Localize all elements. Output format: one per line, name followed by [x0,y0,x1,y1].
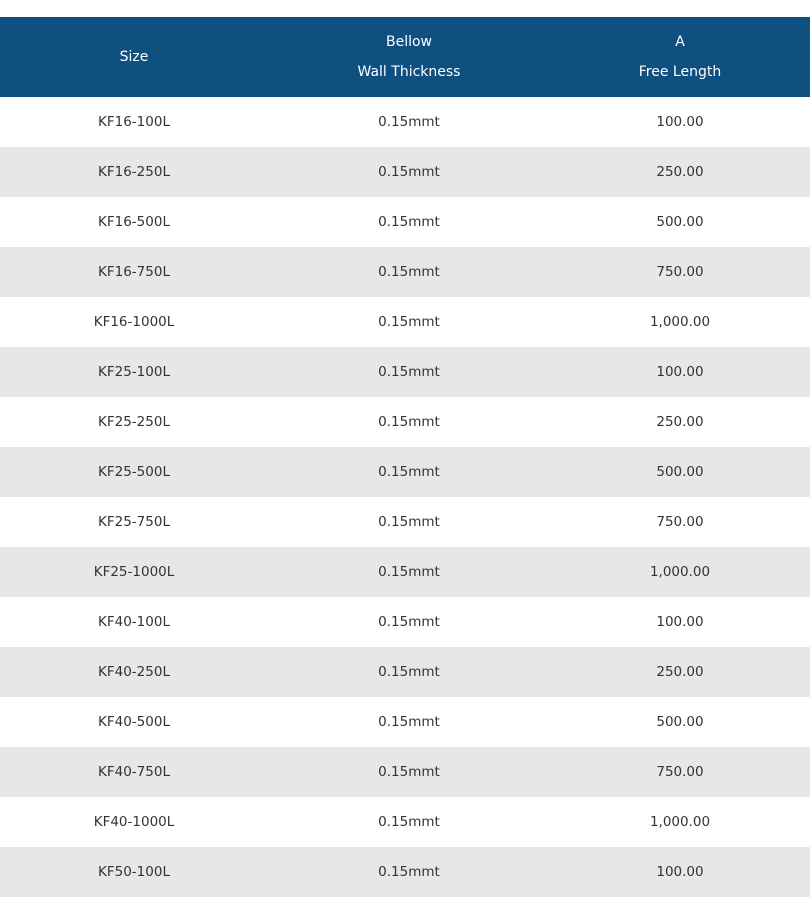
table-cell: 100.00 [656,614,704,630]
table-cell: KF16-750L [98,264,170,280]
table-cell: KF25-750L [98,514,170,530]
table-row: KF16-750L 0.15mmt 750.00 [0,247,810,297]
table-cell: 250.00 [656,164,704,180]
table-cell: 0.15mmt [378,564,440,580]
table-row: KF25-250L 0.15mmt 250.00 [0,397,810,447]
table-cell: 750.00 [656,764,704,780]
table-cell: KF16-100L [98,114,170,130]
table-cell: 0.15mmt [378,664,440,680]
table-cell: 0.15mmt [378,164,440,180]
table-row: KF40-1000L 0.15mmt 1,000.00 [0,797,810,847]
table-cell: KF16-1000L [93,314,175,330]
table-cell: KF25-100L [98,364,170,380]
table-cell: 0.15mmt [378,514,440,530]
table-row: KF40-100L 0.15mmt 100.00 [0,597,810,647]
header-text: A [675,34,685,50]
table-cell: KF25-1000L [93,564,175,580]
table-cell: 0.15mmt [378,214,440,230]
table-cell: KF40-250L [98,664,170,680]
header-text: Size [119,49,149,65]
table-cell: KF40-500L [98,714,170,730]
table-cell: 0.15mmt [378,114,440,130]
spec-table: Size Bellow Wall Thickness A Free Length KF16… [0,17,810,897]
header-text: Bellow [385,34,432,50]
header-cell: Bellow Wall Thickness [268,27,550,87]
table-cell: 500.00 [656,214,704,230]
table-cell: KF50-100L [98,864,170,880]
table-cell: 0.15mmt [378,314,440,330]
table-cell: 750.00 [656,514,704,530]
header-row: Size Bellow Wall Thickness A Free Length [0,17,810,97]
table-cell: 0.15mmt [378,764,440,780]
header-cell: Size [0,42,268,72]
table-row: KF40-500L 0.15mmt 500.00 [0,697,810,747]
table-row: KF25-500L 0.15mmt 500.00 [0,447,810,497]
table-cell: KF40-750L [98,764,170,780]
table-cell: 0.15mmt [378,464,440,480]
table-cell: KF40-100L [98,614,170,630]
header-text: Wall Thickness [357,64,461,80]
table-row: KF40-250L 0.15mmt 250.00 [0,647,810,697]
table-cell: 100.00 [656,864,704,880]
table-row: KF40-750L 0.15mmt 750.00 [0,747,810,797]
table-cell: KF16-250L [98,164,170,180]
table-cell: 500.00 [656,714,704,730]
table-cell: 0.15mmt [378,864,440,880]
header-text: Free Length [638,64,722,80]
table-cell: 1,000.00 [649,314,711,330]
table-cell: 100.00 [656,114,704,130]
table-row: KF16-500L 0.15mmt 500.00 [0,197,810,247]
table-cell: 750.00 [656,264,704,280]
table-row: KF50-100L 0.15mmt 100.00 [0,847,810,897]
table-cell: KF16-500L [98,214,170,230]
table-cell: KF25-500L [98,464,170,480]
table-cell: 500.00 [656,464,704,480]
table-cell: 0.15mmt [378,414,440,430]
table-cell: 100.00 [656,364,704,380]
table-cell: 250.00 [656,414,704,430]
table-row: KF25-100L 0.15mmt 100.00 [0,347,810,397]
table-cell: 0.15mmt [378,714,440,730]
table-cell: 1,000.00 [649,814,711,830]
table-row: KF16-1000L 0.15mmt 1,000.00 [0,297,810,347]
table-row: KF25-1000L 0.15mmt 1,000.00 [0,547,810,597]
table-cell: 250.00 [656,664,704,680]
table-cell: 0.15mmt [378,814,440,830]
table-row: KF16-100L 0.15mmt 100.00 [0,97,810,147]
table-cell: 0.15mmt [378,614,440,630]
table-cell: KF25-250L [98,414,170,430]
table-cell: 0.15mmt [378,264,440,280]
table-cell: KF40-1000L [93,814,175,830]
table-row: KF16-250L 0.15mmt 250.00 [0,147,810,197]
header-cell: A Free Length [550,27,810,87]
table-cell: 0.15mmt [378,364,440,380]
table-cell: 1,000.00 [649,564,711,580]
table-row: KF25-750L 0.15mmt 750.00 [0,497,810,547]
